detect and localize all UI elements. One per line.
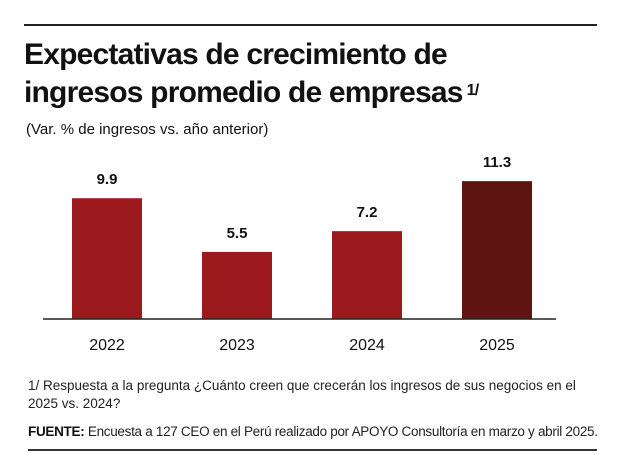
chart-subtitle: (Var. % de ingresos vs. año anterior) — [26, 121, 269, 138]
source-label: FUENTE: — [28, 424, 85, 439]
bar-2022 — [72, 198, 142, 319]
data-label-2024: 7.2 — [357, 204, 378, 221]
bar-2025 — [462, 181, 532, 319]
bar-chart: 9.9 2022 5.5 2023 7.2 2024 11.3 2025 — [43, 154, 556, 354]
bar-2023 — [202, 251, 272, 319]
footnote: 1/ Respuesta a la pregunta ¿Cuánto creen… — [28, 378, 576, 411]
x-tick-label-2023: 2023 — [219, 337, 255, 354]
data-label-2025: 11.3 — [483, 154, 511, 171]
chart-title: Expectativas de crecimiento de ingresos … — [24, 36, 604, 112]
data-label-2023: 5.5 — [227, 225, 248, 242]
top-rule — [24, 24, 597, 26]
labels-group: 9.9 2022 5.5 2023 7.2 2024 11.3 2025 — [89, 154, 515, 354]
bottom-rule — [28, 449, 597, 451]
x-tick-label-2022: 2022 — [89, 337, 125, 354]
x-tick-label-2025: 2025 — [479, 337, 515, 354]
bar-2024 — [332, 231, 402, 319]
bars-group — [72, 181, 532, 319]
x-tick-label-2024: 2024 — [349, 337, 385, 354]
source-line: FUENTE: Encuesta a 127 CEO en el Perú re… — [28, 424, 608, 439]
source-text: Encuesta a 127 CEO en el Perú realizado … — [87, 424, 598, 439]
title-line-2: ingresos promedio de empresas — [24, 76, 463, 109]
title-line-1: Expectativas de crecimiento de — [24, 38, 448, 71]
title-note-marker: 1/ — [466, 82, 480, 99]
data-label-2022: 9.9 — [97, 171, 118, 188]
